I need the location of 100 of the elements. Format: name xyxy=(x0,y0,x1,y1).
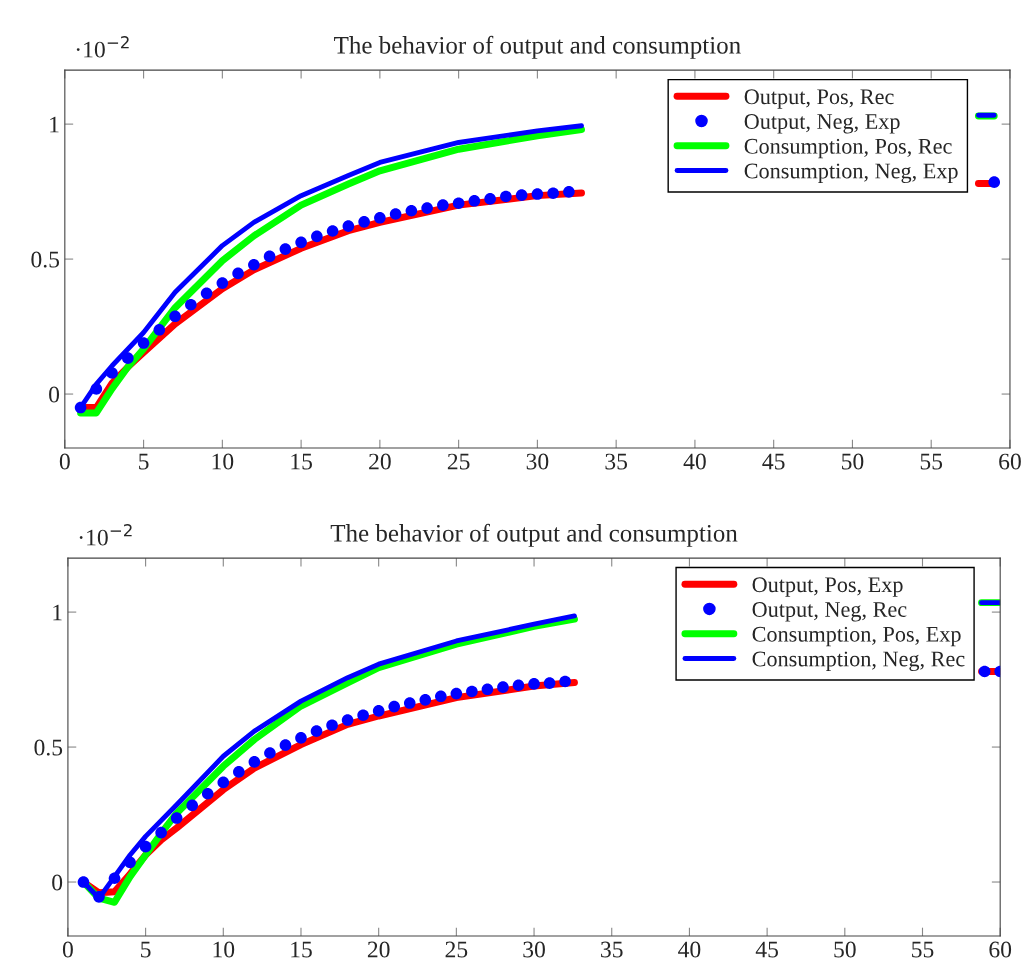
y-tick-label: 0 xyxy=(49,386,60,403)
x-tick-label: 30 xyxy=(523,941,545,958)
point xyxy=(217,776,230,789)
point xyxy=(170,812,183,824)
point xyxy=(106,367,118,379)
point xyxy=(450,687,463,700)
x-tick-label: 5 xyxy=(141,941,151,958)
point xyxy=(468,194,481,207)
legend-label: Output, Neg, Exp xyxy=(744,114,900,134)
point xyxy=(93,891,105,903)
point xyxy=(988,176,1001,188)
x-tick-label: 35 xyxy=(601,941,623,958)
x-tick-label: 50 xyxy=(842,453,864,470)
point xyxy=(419,694,432,706)
point xyxy=(435,690,447,703)
point xyxy=(108,872,121,885)
point xyxy=(559,675,571,688)
point xyxy=(500,190,512,203)
point xyxy=(342,220,355,232)
chart-title: The behavior of output and consumption xyxy=(334,35,741,59)
x-tick-label: 30 xyxy=(526,453,549,470)
point xyxy=(437,199,449,211)
x-tick-label: 40 xyxy=(678,941,701,958)
point xyxy=(295,732,307,744)
legend-label: Output, Pos, Rec xyxy=(744,89,894,109)
x-tick-label: 20 xyxy=(367,941,390,958)
point xyxy=(481,683,494,696)
x-tick-label: 60 xyxy=(989,941,1012,958)
point xyxy=(310,725,323,737)
point xyxy=(374,211,386,224)
legend-label: Consumption, Pos, Exp xyxy=(752,626,961,647)
point xyxy=(543,677,556,689)
x-tick-label: 45 xyxy=(762,453,785,470)
point xyxy=(90,383,103,395)
y-tick-label: 0.5 xyxy=(34,739,63,756)
point xyxy=(466,685,478,698)
point xyxy=(452,197,465,210)
point xyxy=(264,747,276,759)
point xyxy=(124,856,136,869)
text: ·10$^{−2}$ xyxy=(79,524,132,546)
legend-label: Consumption, Neg, Exp xyxy=(744,163,958,184)
point xyxy=(248,258,260,271)
point xyxy=(201,787,214,800)
point xyxy=(326,719,338,731)
x-tick-label: 10 xyxy=(213,941,235,958)
point xyxy=(233,766,245,778)
y-tick-label: 1 xyxy=(50,116,59,133)
point xyxy=(137,337,150,349)
x-tick-label: 10 xyxy=(212,453,234,470)
point xyxy=(357,709,369,722)
point xyxy=(563,186,575,198)
point xyxy=(388,700,401,713)
x-tick-label: 25 xyxy=(447,453,470,470)
chart-title: The behavior of output and consumption xyxy=(330,523,738,547)
point xyxy=(122,352,134,364)
point xyxy=(279,243,292,255)
point xyxy=(216,277,229,289)
point xyxy=(279,739,292,751)
point xyxy=(169,310,181,323)
x-tick-label: 5 xyxy=(139,453,149,470)
point xyxy=(185,298,197,311)
point xyxy=(155,826,167,839)
point xyxy=(153,324,166,336)
point xyxy=(326,225,339,237)
point xyxy=(200,287,213,300)
point xyxy=(405,204,418,217)
x-tick-label: 25 xyxy=(445,941,468,958)
legend-label: Output, Pos, Exp xyxy=(752,577,903,597)
x-tick-label: 55 xyxy=(912,941,934,958)
point xyxy=(515,189,528,201)
legend-label: Consumption, Neg, Rec xyxy=(752,651,965,672)
point xyxy=(74,401,87,414)
x-tick-label: 15 xyxy=(291,453,312,470)
x-tick-label: 60 xyxy=(999,453,1021,470)
y-tick-label: 0 xyxy=(52,874,63,891)
point xyxy=(295,236,307,249)
point xyxy=(186,799,199,812)
point xyxy=(341,714,354,726)
point xyxy=(358,216,370,228)
point xyxy=(248,756,261,768)
x-tick-label: 15 xyxy=(291,941,312,958)
point xyxy=(978,665,991,678)
x-tick-label: 40 xyxy=(683,453,706,470)
text: ·10$^{−2}$ xyxy=(76,36,129,58)
point xyxy=(547,187,559,200)
legend-label: Output, Neg, Rec xyxy=(752,602,907,622)
point xyxy=(484,193,496,205)
point xyxy=(528,678,540,690)
x-tick-label: 50 xyxy=(834,941,856,958)
point xyxy=(311,230,323,243)
y-tick-label: 1 xyxy=(53,604,62,621)
point xyxy=(421,202,433,214)
point xyxy=(372,705,385,717)
point xyxy=(403,697,416,709)
point xyxy=(232,267,244,280)
point xyxy=(389,208,402,220)
legend-label: Consumption, Pos, Rec xyxy=(744,138,952,159)
x-tick-label: 45 xyxy=(755,941,778,958)
point xyxy=(512,679,525,692)
x-tick-label: 35 xyxy=(605,453,628,470)
